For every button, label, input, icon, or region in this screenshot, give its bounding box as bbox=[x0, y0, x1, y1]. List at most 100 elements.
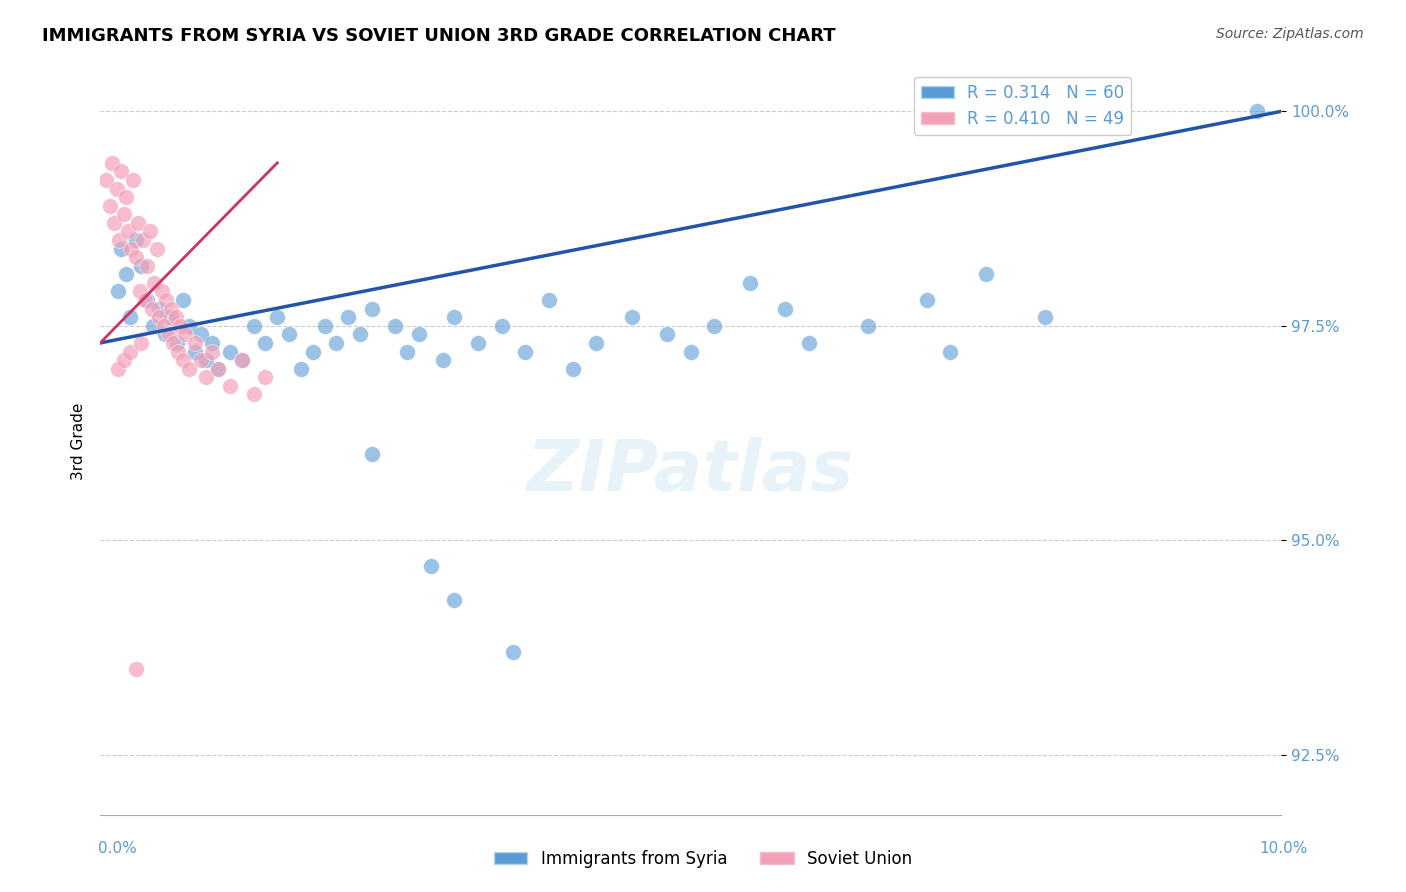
Point bbox=[254, 335, 277, 350]
Point bbox=[1033, 310, 1056, 325]
Point bbox=[655, 327, 678, 342]
Point bbox=[107, 285, 129, 299]
Point bbox=[432, 353, 454, 368]
Point bbox=[131, 259, 153, 273]
Point bbox=[177, 318, 200, 333]
Point bbox=[219, 379, 242, 393]
Point bbox=[939, 344, 962, 359]
Point bbox=[124, 233, 146, 247]
Point bbox=[141, 301, 163, 316]
Point bbox=[183, 335, 205, 350]
Point bbox=[515, 344, 537, 359]
Point bbox=[231, 353, 253, 368]
Point bbox=[207, 361, 229, 376]
Point bbox=[134, 293, 156, 307]
Point bbox=[360, 447, 382, 461]
Point bbox=[502, 645, 524, 659]
Point bbox=[115, 190, 138, 204]
Point bbox=[467, 335, 489, 350]
Point bbox=[127, 216, 149, 230]
Point bbox=[166, 335, 188, 350]
Point bbox=[165, 310, 187, 325]
Y-axis label: 3rd Grade: 3rd Grade bbox=[72, 403, 86, 480]
Point bbox=[118, 310, 141, 325]
Point bbox=[136, 259, 159, 273]
Point bbox=[94, 173, 117, 187]
Point bbox=[190, 353, 212, 368]
Point bbox=[101, 156, 124, 170]
Point bbox=[167, 344, 190, 359]
Point bbox=[620, 310, 643, 325]
Point bbox=[290, 361, 312, 376]
Point bbox=[174, 327, 197, 342]
Point bbox=[254, 370, 277, 384]
Point bbox=[148, 301, 170, 316]
Point bbox=[148, 310, 170, 325]
Legend: Immigrants from Syria, Soviet Union: Immigrants from Syria, Soviet Union bbox=[488, 844, 918, 875]
Point bbox=[974, 268, 997, 282]
Point bbox=[122, 173, 145, 187]
Point bbox=[157, 327, 180, 342]
Point bbox=[160, 310, 183, 325]
Point bbox=[360, 301, 382, 316]
Point bbox=[207, 361, 229, 376]
Point bbox=[231, 353, 253, 368]
Point bbox=[142, 318, 165, 333]
Point bbox=[219, 344, 242, 359]
Point bbox=[172, 293, 194, 307]
Point bbox=[242, 318, 264, 333]
Point bbox=[856, 318, 879, 333]
Point bbox=[124, 250, 146, 264]
Point bbox=[162, 335, 184, 350]
Point bbox=[146, 242, 169, 256]
Point bbox=[183, 344, 205, 359]
Point bbox=[153, 318, 176, 333]
Point bbox=[136, 293, 159, 307]
Point bbox=[115, 268, 138, 282]
Point bbox=[266, 310, 288, 325]
Point bbox=[537, 293, 560, 307]
Point bbox=[396, 344, 419, 359]
Point bbox=[177, 361, 200, 376]
Point bbox=[419, 558, 441, 573]
Point bbox=[384, 318, 406, 333]
Point bbox=[797, 335, 820, 350]
Point bbox=[314, 318, 336, 333]
Point bbox=[103, 216, 125, 230]
Point bbox=[110, 164, 132, 178]
Point bbox=[1246, 104, 1268, 119]
Point bbox=[201, 335, 224, 350]
Point bbox=[138, 224, 160, 238]
Point bbox=[117, 224, 139, 238]
Text: 10.0%: 10.0% bbox=[1260, 841, 1308, 856]
Point bbox=[131, 335, 153, 350]
Point bbox=[301, 344, 323, 359]
Point bbox=[108, 233, 131, 247]
Point bbox=[155, 293, 177, 307]
Point bbox=[169, 318, 191, 333]
Point bbox=[349, 327, 371, 342]
Text: Source: ZipAtlas.com: Source: ZipAtlas.com bbox=[1216, 27, 1364, 41]
Point bbox=[242, 387, 264, 401]
Point bbox=[408, 327, 430, 342]
Point bbox=[679, 344, 702, 359]
Point bbox=[195, 370, 218, 384]
Text: ZIPatlas: ZIPatlas bbox=[527, 437, 855, 506]
Point bbox=[337, 310, 360, 325]
Text: 0.0%: 0.0% bbox=[98, 841, 138, 856]
Point bbox=[278, 327, 301, 342]
Point bbox=[124, 662, 146, 676]
Point bbox=[120, 242, 142, 256]
Point bbox=[150, 285, 173, 299]
Point bbox=[915, 293, 938, 307]
Point bbox=[131, 233, 153, 247]
Point bbox=[195, 353, 218, 368]
Point bbox=[112, 353, 135, 368]
Point bbox=[703, 318, 725, 333]
Point bbox=[143, 276, 166, 290]
Point bbox=[738, 276, 761, 290]
Legend: R = 0.314   N = 60, R = 0.410   N = 49: R = 0.314 N = 60, R = 0.410 N = 49 bbox=[914, 77, 1130, 135]
Point bbox=[105, 181, 128, 195]
Text: IMMIGRANTS FROM SYRIA VS SOVIET UNION 3RD GRADE CORRELATION CHART: IMMIGRANTS FROM SYRIA VS SOVIET UNION 3R… bbox=[42, 27, 835, 45]
Point bbox=[153, 327, 176, 342]
